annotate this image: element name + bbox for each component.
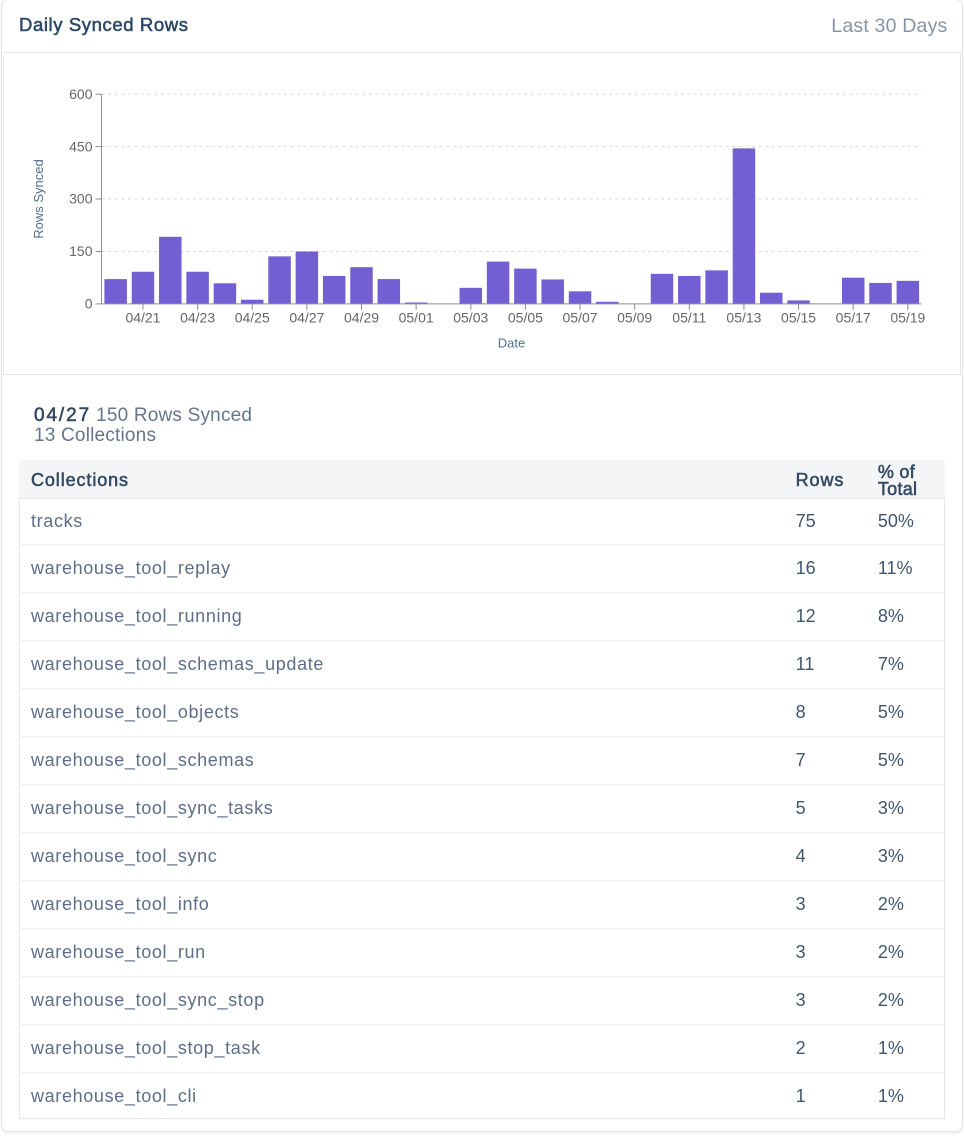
svg-text:04/29: 04/29	[344, 310, 379, 326]
svg-text:0: 0	[85, 296, 93, 312]
svg-text:150: 150	[69, 243, 93, 259]
svg-text:04/25: 04/25	[235, 310, 270, 326]
svg-text:05/09: 05/09	[617, 310, 652, 326]
svg-text:05/13: 05/13	[726, 310, 761, 326]
svg-text:05/05: 05/05	[508, 310, 543, 326]
svg-text:04/27: 04/27	[289, 310, 324, 326]
svg-text:Rows Synced: Rows Synced	[31, 159, 46, 238]
svg-text:05/01: 05/01	[399, 310, 434, 326]
svg-text:04/21: 04/21	[125, 310, 160, 326]
svg-text:05/17: 05/17	[836, 310, 871, 326]
svg-text:05/11: 05/11	[672, 310, 706, 326]
svg-text:Date: Date	[498, 336, 525, 351]
svg-text:05/19: 05/19	[890, 310, 925, 326]
svg-text:300: 300	[69, 191, 93, 207]
svg-text:04/23: 04/23	[180, 310, 215, 326]
svg-text:450: 450	[69, 138, 93, 154]
svg-text:05/15: 05/15	[781, 310, 816, 326]
svg-text:600: 600	[69, 86, 93, 102]
svg-text:05/07: 05/07	[563, 310, 598, 326]
svg-text:05/03: 05/03	[453, 310, 488, 326]
